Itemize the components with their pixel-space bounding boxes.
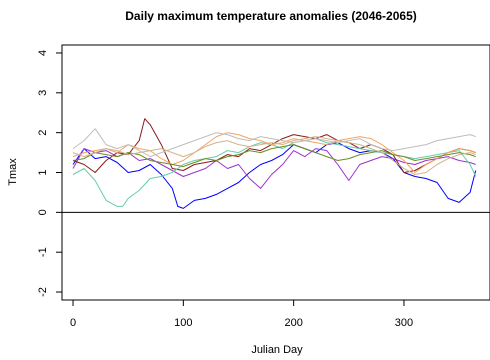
chart-title: Daily maximum temperature anomalies (204… — [125, 9, 416, 23]
y-tick-label: -2 — [37, 287, 49, 297]
x-tick-label: 300 — [395, 317, 413, 329]
series-line-1 — [72, 142, 477, 209]
series-line-2 — [72, 148, 476, 189]
y-tick-label: 0 — [37, 209, 49, 215]
series-layer — [72, 118, 477, 209]
x-axis-title: Julian Day — [251, 344, 303, 356]
x-tick-label: 200 — [284, 317, 302, 329]
x-tick-label: 100 — [174, 317, 192, 329]
y-tick-label: 4 — [37, 50, 49, 56]
series-line-6 — [72, 128, 476, 158]
y-axis-title: Tmax — [7, 158, 19, 186]
y-tick-label: 2 — [37, 130, 49, 136]
y-tick-label: 1 — [37, 169, 49, 175]
x-axis: 0 100 200 300 — [70, 300, 413, 329]
x-tick-label: 0 — [70, 317, 76, 329]
y-tick-label: 3 — [37, 90, 49, 96]
series-line-7 — [72, 144, 476, 167]
series-line-8 — [72, 136, 476, 175]
y-tick-label: -1 — [37, 247, 49, 257]
y-axis: -2 -1 0 1 2 3 4 — [37, 50, 62, 297]
